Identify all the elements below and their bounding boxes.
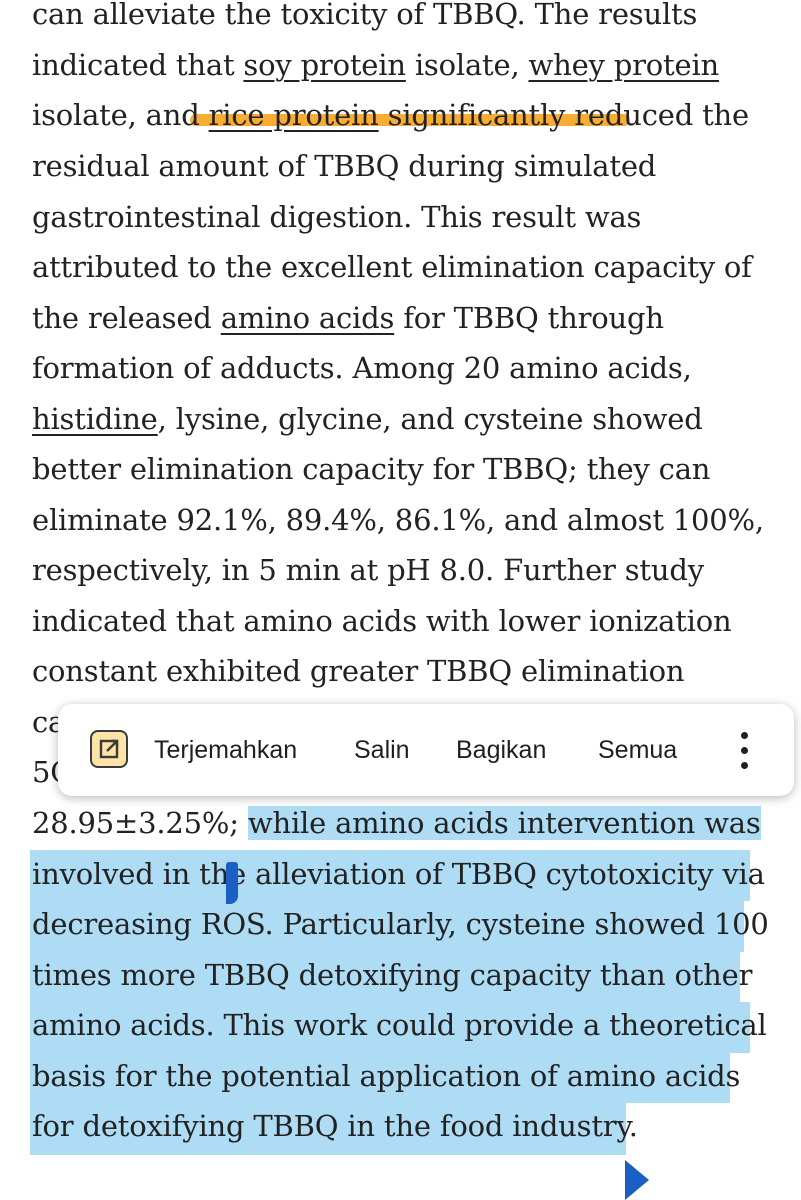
- text-line: gastrointestinal digestion. This result …: [32, 200, 642, 234]
- highlight-marker: [190, 114, 630, 126]
- text-line: attributed to the excellent elimination …: [32, 250, 752, 284]
- copy-button[interactable]: Salin: [354, 736, 410, 764]
- text-line: indicated that amino acids with lower io…: [32, 604, 732, 638]
- text-line: residual amount of TBBQ during simulated: [32, 149, 657, 183]
- selection-band: [30, 1103, 626, 1155]
- text-line: 28.95±3.25%; while amino acids intervent…: [32, 806, 761, 840]
- text-selection-toolbar: Terjemahkan Salin Bagikan Semua: [58, 704, 794, 796]
- text-line: indicated that soy protein isolate, whey…: [32, 48, 720, 82]
- share-button[interactable]: Bagikan: [456, 736, 547, 764]
- selected-text-line: for detoxifying TBBQ in the food industr…: [32, 1109, 638, 1143]
- selection-band: [30, 951, 740, 1002]
- more-vertical-icon[interactable]: [738, 732, 750, 770]
- text-line: formation of adducts. Among 20 amino aci…: [32, 351, 692, 385]
- text-line: histidine, lysine, glycine, and cysteine…: [32, 402, 703, 436]
- text-line: isolate, and rice protein significantly …: [32, 98, 749, 132]
- select-all-button[interactable]: Semua: [598, 736, 678, 764]
- open-external-icon[interactable]: [90, 730, 128, 768]
- text-line: better elimination capacity for TBBQ; th…: [32, 452, 711, 486]
- link-histidine[interactable]: histidine: [32, 402, 158, 436]
- selection-start-handle[interactable]: [226, 862, 238, 904]
- text-line: can alleviate the toxicity of TBBQ. The …: [32, 0, 698, 31]
- selected-text-line: basis for the potential application of a…: [32, 1059, 741, 1093]
- link-amino-acids[interactable]: amino acids: [220, 301, 395, 335]
- link-rice-protein[interactable]: rice protein: [208, 98, 379, 132]
- selection-end-handle[interactable]: [625, 1160, 649, 1200]
- selected-text-line: amino acids. This work could provide a t…: [32, 1008, 767, 1042]
- selected-text-line: times more TBBQ detoxifying capacity tha…: [32, 958, 753, 992]
- selected-text-line: decreasing ROS. Particularly, cysteine s…: [32, 907, 769, 941]
- text-line: eliminate 92.1%, 89.4%, 86.1%, and almos…: [32, 503, 764, 537]
- translate-button[interactable]: Terjemahkan: [154, 736, 298, 764]
- selection-band: [30, 1052, 730, 1103]
- link-soy-protein[interactable]: soy protein: [243, 48, 406, 82]
- link-whey-protein[interactable]: whey protein: [528, 48, 720, 82]
- text-line: the released amino acids for TBBQ throug…: [32, 301, 664, 335]
- selection-band: [30, 1002, 750, 1053]
- selection-band: [30, 901, 744, 952]
- text-line: respectively, in 5 min at pH 8.0. Furthe…: [32, 553, 704, 587]
- selected-text: while amino acids intervention was: [247, 806, 761, 840]
- selected-text-line: involved in the alleviation of TBBQ cyto…: [32, 857, 765, 891]
- selection-band: [30, 850, 750, 901]
- text-line: constant exhibited greater TBBQ eliminat…: [32, 654, 685, 688]
